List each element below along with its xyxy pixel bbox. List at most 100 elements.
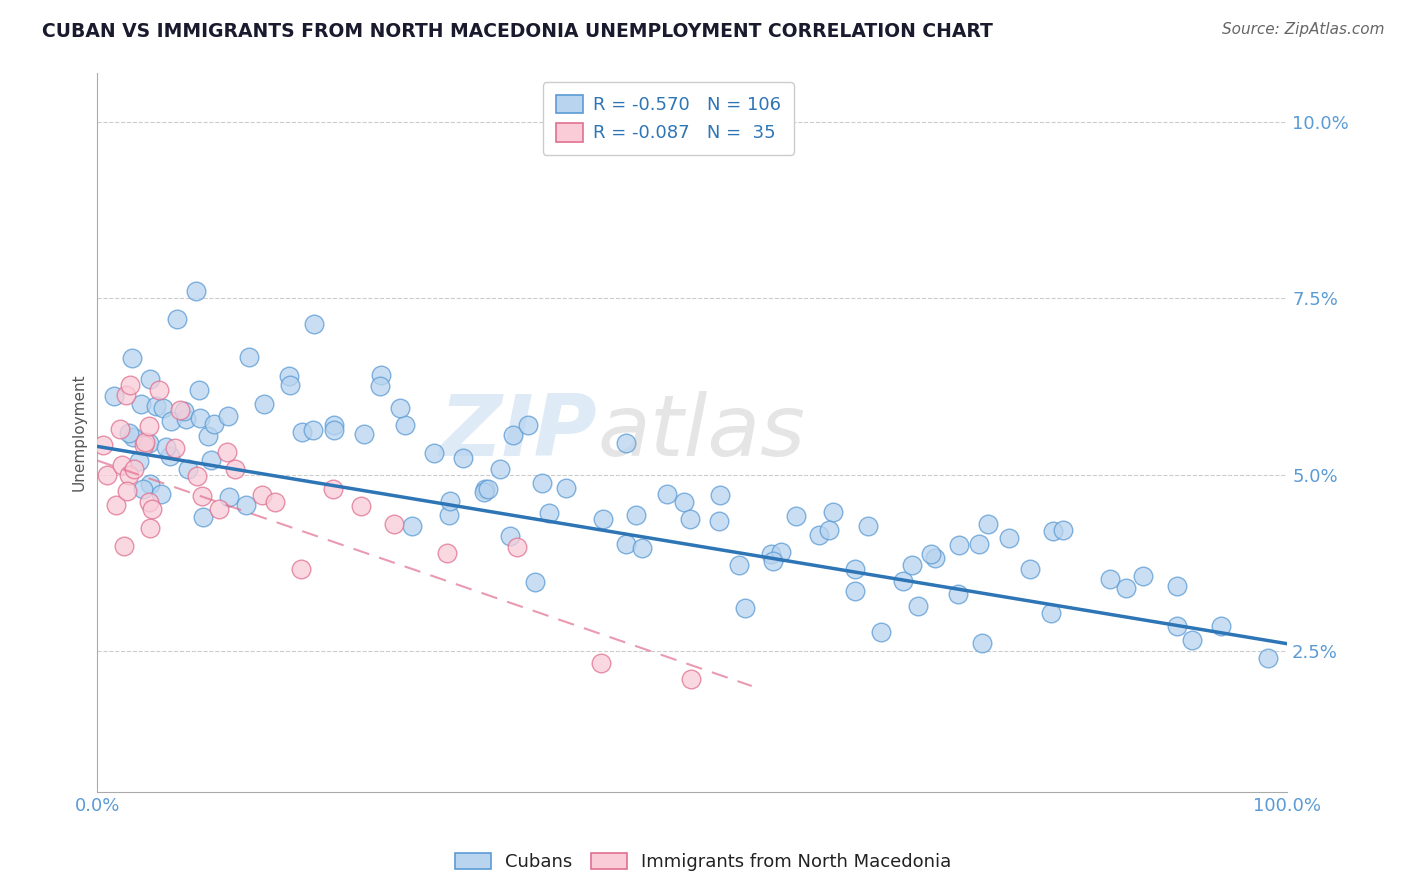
Point [555,481,578,495]
Point [823,505,845,519]
Point [967,537,990,551]
Point [592,512,614,526]
Point [477,482,499,496]
Point [474,482,496,496]
Point [191,489,214,503]
Point [174,412,197,426]
Point [499,529,522,543]
Point [844,562,866,576]
Point [110,458,132,472]
Point [679,511,702,525]
Point [614,436,637,450]
Point [870,624,893,639]
Point [103,389,125,403]
Point [224,462,246,476]
Point [451,450,474,465]
Point [808,528,831,542]
Point [91,438,114,452]
Point [215,445,238,459]
Point [1257,651,1279,665]
Point [1181,632,1204,647]
Point [132,483,155,497]
Point [489,461,512,475]
Point [502,428,524,442]
Point [1018,562,1040,576]
Point [122,430,145,444]
Point [197,428,219,442]
Point [114,388,136,402]
Point [946,587,969,601]
Point [907,599,929,613]
Point [129,397,152,411]
Point [707,514,730,528]
Point [770,545,793,559]
Text: CUBAN VS IMMIGRANTS FROM NORTH MACEDONIA UNEMPLOYMENT CORRELATION CHART: CUBAN VS IMMIGRANTS FROM NORTH MACEDONIA… [42,22,993,41]
Point [631,541,654,555]
Point [302,423,325,437]
Point [118,377,141,392]
Point [128,454,150,468]
Point [472,484,495,499]
Point [200,453,222,467]
Legend: Cubans, Immigrants from North Macedonia: Cubans, Immigrants from North Macedonia [447,846,959,879]
Point [901,558,924,573]
Point [370,368,392,382]
Point [1132,569,1154,583]
Legend: R = -0.570   N = 106, R = -0.087   N =  35: R = -0.570 N = 106, R = -0.087 N = 35 [543,82,794,155]
Point [253,397,276,411]
Point [423,446,446,460]
Point [353,427,375,442]
Point [382,516,405,531]
Point [530,475,553,490]
Point [138,435,160,450]
Point [217,409,239,423]
Point [734,601,756,615]
Point [436,545,458,559]
Point [202,417,225,431]
Text: ZIP: ZIP [440,391,598,474]
Point [1211,619,1233,633]
Point [761,547,783,561]
Point [1052,523,1074,537]
Point [252,488,274,502]
Point [139,521,162,535]
Point [152,401,174,415]
Point [139,372,162,386]
Point [948,538,970,552]
Point [350,499,373,513]
Point [624,508,647,522]
Point [679,672,702,686]
Point [238,351,260,365]
Point [149,487,172,501]
Point [278,378,301,392]
Point [188,411,211,425]
Point [516,418,538,433]
Point [290,561,312,575]
Point [524,574,547,589]
Point [614,536,637,550]
Point [278,369,301,384]
Point [321,483,343,497]
Point [977,516,1000,531]
Point [672,495,695,509]
Point [122,462,145,476]
Point [134,435,156,450]
Point [924,550,946,565]
Point [193,509,215,524]
Point [148,384,170,398]
Text: Source: ZipAtlas.com: Source: ZipAtlas.com [1222,22,1385,37]
Point [138,495,160,509]
Text: atlas: atlas [598,391,806,474]
Point [856,519,879,533]
Point [96,468,118,483]
Point [1040,606,1063,620]
Point [1115,581,1137,595]
Point [114,540,136,554]
Point [439,508,461,522]
Point [920,547,942,561]
Point [173,404,195,418]
Point [844,583,866,598]
Point [208,502,231,516]
Point [291,425,314,439]
Point [1166,618,1188,632]
